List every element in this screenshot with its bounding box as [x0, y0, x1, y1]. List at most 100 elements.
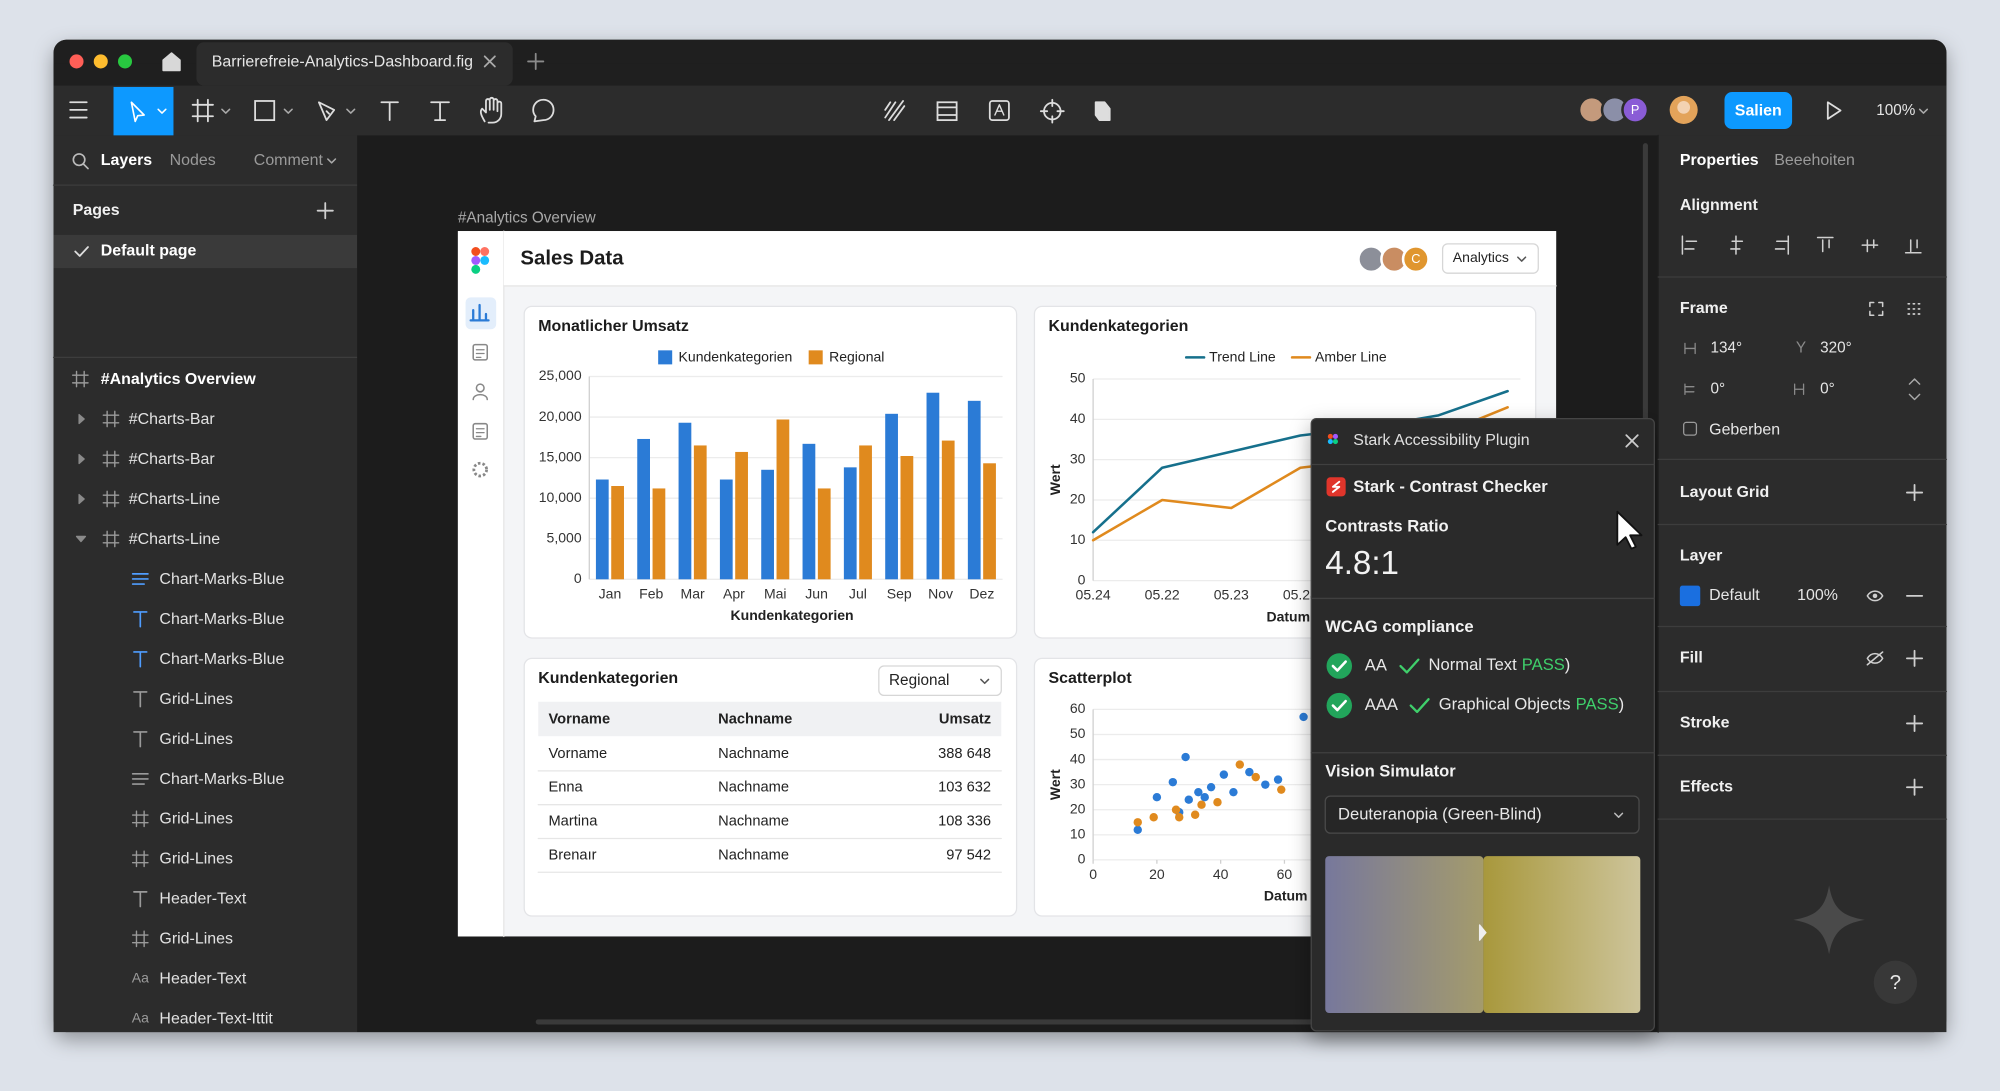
traffic-light[interactable]	[93, 54, 108, 69]
menu-icon[interactable]	[69, 101, 88, 119]
field-value[interactable]: 134°	[1710, 339, 1742, 356]
share-button[interactable]	[1724, 92, 1793, 130]
nav-user-icon[interactable]	[475, 383, 485, 393]
nav-doc-icon[interactable]	[472, 422, 489, 440]
resize-icon[interactable]	[1908, 378, 1921, 401]
traffic-light[interactable]	[117, 54, 133, 69]
nav-user-body	[472, 393, 489, 401]
eye-icon[interactable]	[1866, 590, 1884, 602]
add-button[interactable]	[1905, 484, 1924, 502]
field-value[interactable]: 320°	[1820, 339, 1852, 356]
layer-name[interactable]: Chart-Marks-Blue	[159, 611, 284, 628]
align-button[interactable]	[1861, 239, 1879, 253]
plugin-icon[interactable]	[1094, 101, 1111, 122]
layer-name[interactable]: Grid-Lines	[159, 811, 233, 828]
tab[interactable]	[196, 42, 513, 86]
y-tick-label: 10	[1070, 826, 1086, 842]
nav-doc-icon[interactable]	[472, 343, 489, 361]
text-tool[interactable]	[380, 101, 399, 122]
layer-name[interactable]: Header-Text-Ittit	[159, 1011, 273, 1028]
scatter-point	[1175, 813, 1184, 822]
dropdown[interactable]	[878, 665, 1002, 697]
help-button[interactable]	[1873, 960, 1918, 1005]
hand-tool[interactable]	[479, 96, 503, 124]
align-button[interactable]	[1774, 235, 1790, 255]
field-value[interactable]: 0°	[1710, 380, 1725, 397]
table-cell: 103 632	[938, 780, 991, 796]
traffic-light[interactable]	[69, 54, 84, 69]
bar	[859, 445, 872, 580]
align-button[interactable]	[1730, 235, 1744, 255]
section-title: Fill	[1680, 650, 1703, 667]
dropdown[interactable]	[1441, 243, 1539, 274]
layer-name[interactable]: Grid-Lines	[159, 731, 233, 748]
checkbox[interactable]	[1683, 421, 1698, 436]
add-button[interactable]	[316, 202, 334, 220]
nav-settings-icon[interactable]	[472, 461, 489, 478]
pen-tool[interactable]	[317, 101, 336, 122]
expand-arrow[interactable]	[78, 453, 85, 465]
panel-tab[interactable]: Nodes	[170, 152, 216, 169]
close-button[interactable]	[1625, 434, 1639, 448]
layer-name[interactable]: Chart-Marks-Blue	[159, 771, 284, 788]
tab-close[interactable]	[483, 55, 496, 68]
layer-name[interactable]: Header-Text	[159, 891, 246, 908]
field-value[interactable]: 0°	[1820, 380, 1835, 397]
layer-name[interactable]: Grid-Lines	[159, 691, 233, 708]
panel-tab[interactable]: Layers	[101, 152, 153, 169]
opacity[interactable]: 100%	[1797, 587, 1838, 604]
layer-name[interactable]: #Analytics Overview	[101, 371, 257, 388]
page-row-selected[interactable]	[53, 234, 358, 269]
panel-tab[interactable]: Properties	[1680, 152, 1759, 169]
add-button[interactable]	[527, 52, 545, 70]
frame-icon[interactable]	[936, 101, 958, 122]
grid-dots[interactable]	[1907, 302, 1921, 315]
align-button[interactable]	[1904, 239, 1922, 254]
expand-arrow[interactable]	[78, 413, 85, 425]
text-tool-2[interactable]	[430, 101, 450, 122]
layer-name[interactable]: #Charts-Bar	[129, 451, 216, 468]
frame-tool[interactable]	[191, 98, 214, 123]
layer-name[interactable]: Grid-Lines	[159, 931, 233, 948]
play-button[interactable]	[1826, 101, 1842, 120]
section-title: Layer	[1680, 548, 1723, 565]
layer-name[interactable]: Header-Text	[159, 971, 246, 988]
scrollbar-h	[535, 1019, 1327, 1025]
home-icon[interactable]	[162, 52, 181, 72]
layer-name[interactable]: #Charts-Line	[129, 531, 220, 548]
scatter-point	[1149, 813, 1158, 822]
blend-mode[interactable]: Default	[1709, 587, 1760, 604]
zoom-level[interactable]: 100%	[1876, 102, 1916, 119]
add-button[interactable]	[1905, 649, 1924, 667]
shape-tool[interactable]	[254, 100, 276, 122]
text-box-icon[interactable]	[988, 100, 1010, 122]
simulator-select[interactable]	[1324, 795, 1640, 834]
layer-name[interactable]: #Charts-Bar	[129, 411, 216, 428]
column-header: Umsatz	[939, 711, 991, 727]
nav-selected[interactable]	[465, 297, 497, 330]
add-button[interactable]	[1905, 714, 1924, 732]
section-title: Alignment	[1680, 197, 1759, 214]
panel-tab[interactable]: Beeehoiten	[1774, 152, 1855, 169]
bar	[926, 392, 940, 580]
layer-name[interactable]: Grid-Lines	[159, 851, 233, 868]
hidden-eye[interactable]	[1866, 651, 1884, 666]
layer-name[interactable]: #Charts-Line	[129, 491, 220, 508]
align-button[interactable]	[1681, 235, 1698, 255]
layer-name[interactable]: Chart-Marks-Blue	[159, 651, 284, 668]
panel-tab[interactable]: Comment	[254, 152, 324, 169]
chevron	[980, 678, 990, 685]
slice-icon[interactable]	[884, 100, 906, 122]
align-button[interactable]	[1816, 236, 1834, 253]
add-button[interactable]	[1905, 778, 1924, 796]
comment-tool[interactable]	[532, 98, 555, 123]
x-tick-label: Jun	[805, 585, 828, 601]
fit-icon[interactable]	[1869, 301, 1884, 317]
expand-arrow[interactable]	[75, 535, 87, 543]
layer-name[interactable]: Chart-Marks-Blue	[159, 571, 284, 588]
expand-arrow[interactable]	[78, 493, 85, 505]
x-tick-label: Jul	[849, 585, 867, 601]
figma-logo	[471, 264, 481, 274]
card-title: Monatlicher Umsatz	[538, 318, 689, 335]
